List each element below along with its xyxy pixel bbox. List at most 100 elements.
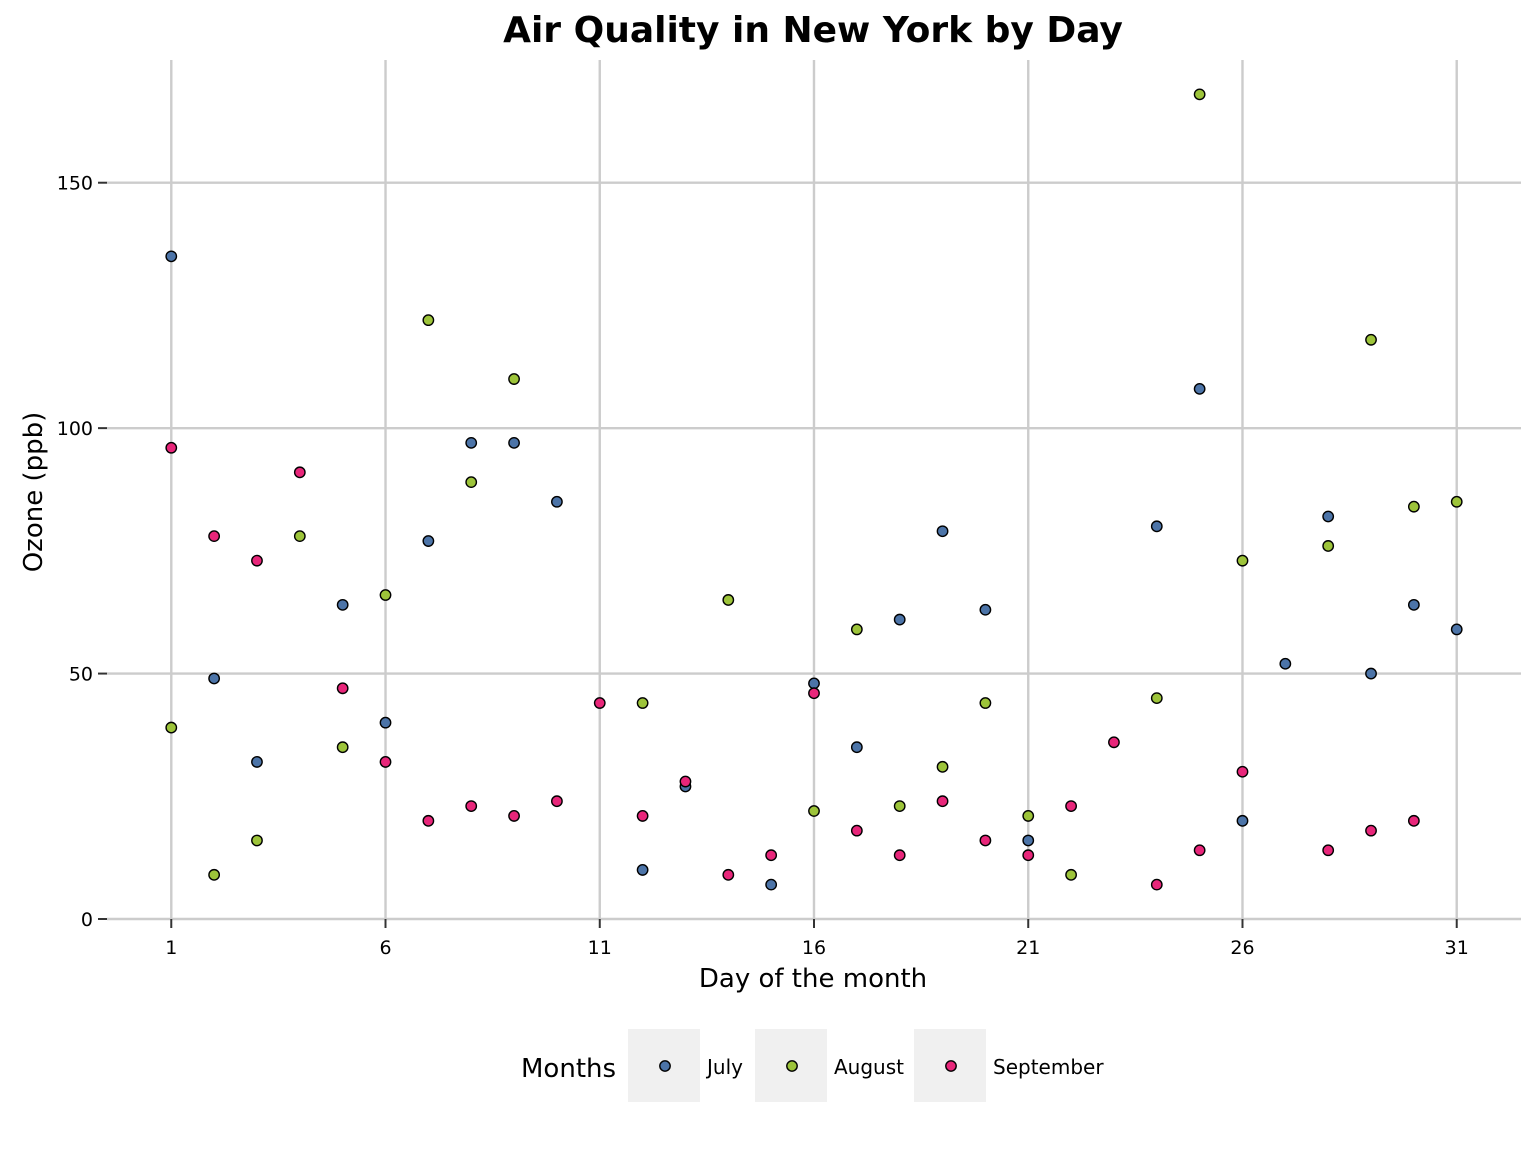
x-tick-label: 6 (379, 937, 391, 959)
point-july (508, 436, 520, 449)
y-tick-label: 100 (57, 418, 93, 440)
legend-marker-august (786, 1060, 798, 1072)
point-august (636, 697, 649, 709)
point-september (1193, 844, 1206, 857)
point-september (936, 795, 949, 808)
x-tick-label: 26 (1230, 937, 1254, 959)
point-august (208, 868, 221, 881)
legend-marker-july (659, 1060, 671, 1072)
point-august (1236, 554, 1249, 567)
point-july (808, 677, 820, 690)
point-september (808, 687, 820, 700)
point-august (293, 530, 306, 543)
point-august (1365, 333, 1377, 346)
point-august (1450, 495, 1463, 508)
point-august (251, 834, 263, 847)
x-tick-label: 11 (588, 937, 612, 959)
point-july (422, 535, 435, 547)
x-tick-label: 16 (802, 937, 826, 959)
point-august (1407, 500, 1420, 513)
point-august (465, 476, 478, 489)
point-september (1065, 800, 1077, 813)
point-september (593, 697, 606, 709)
point-september (165, 441, 178, 454)
x-axis: 1 6 11 16 21 26 31 (165, 919, 1469, 959)
legend-marker-september (945, 1060, 957, 1072)
point-august (1322, 540, 1335, 552)
point-august (165, 721, 178, 734)
x-tick-label: 1 (165, 937, 177, 959)
point-july (1365, 667, 1377, 680)
point-august (1065, 868, 1077, 881)
data-points (165, 88, 1463, 891)
point-september (293, 466, 306, 479)
gridlines (107, 60, 1521, 921)
legend-label-september: September (993, 1055, 1104, 1079)
point-july (208, 672, 221, 685)
point-august (508, 373, 520, 385)
point-september (1407, 814, 1420, 827)
point-july (1450, 623, 1463, 636)
point-august (379, 589, 392, 601)
point-july (465, 436, 478, 449)
point-august (850, 623, 863, 636)
point-july (1279, 657, 1292, 670)
point-august (336, 741, 349, 754)
point-september (336, 682, 349, 695)
chart-title: Air Quality in New York by Day (503, 10, 1123, 51)
point-july (979, 603, 992, 616)
point-july (336, 598, 349, 611)
legend-label-july: July (705, 1055, 743, 1079)
point-september (1022, 849, 1035, 862)
y-tick-label: 150 (57, 173, 93, 195)
point-july (936, 525, 949, 538)
point-august (1193, 88, 1206, 101)
point-july (1407, 598, 1420, 611)
point-august (936, 760, 949, 773)
point-july (251, 756, 263, 768)
point-august (1150, 692, 1163, 705)
y-axis: 0 50 100 150 (57, 173, 107, 931)
point-september (979, 834, 992, 847)
point-september (636, 810, 649, 822)
point-september (422, 814, 435, 827)
point-september (1322, 844, 1335, 857)
point-july (165, 250, 178, 263)
point-september (251, 554, 263, 567)
point-july (1022, 834, 1035, 847)
point-july (893, 613, 906, 626)
point-july (636, 864, 649, 876)
legend-label-august: August (834, 1055, 904, 1079)
point-august (979, 697, 992, 709)
point-september (1108, 736, 1120, 749)
point-september (1365, 824, 1377, 837)
point-july (1236, 814, 1249, 827)
point-august (893, 800, 906, 813)
x-axis-title: Day of the month (699, 964, 927, 994)
point-september (679, 775, 692, 788)
point-august (808, 805, 820, 817)
point-august (1022, 810, 1035, 822)
point-july (379, 716, 392, 729)
x-tick-label: 21 (1016, 937, 1040, 959)
legend-title: Months (521, 1054, 616, 1084)
point-september (508, 810, 520, 822)
point-september (551, 795, 563, 808)
point-july (1193, 382, 1206, 395)
point-august (422, 314, 435, 327)
point-july (1150, 520, 1163, 533)
y-tick-label: 50 (69, 664, 93, 686)
point-july (1322, 510, 1335, 523)
point-september (893, 849, 906, 862)
point-september (765, 849, 778, 862)
point-september (1236, 765, 1249, 778)
y-axis-title: Ozone (ppb) (19, 412, 49, 573)
point-september (379, 756, 392, 768)
point-august (722, 594, 735, 606)
legend: Months July August September (521, 1029, 1104, 1102)
point-september (465, 800, 478, 813)
point-september (1150, 878, 1163, 891)
point-september (208, 530, 221, 543)
y-tick-label: 0 (81, 909, 93, 931)
